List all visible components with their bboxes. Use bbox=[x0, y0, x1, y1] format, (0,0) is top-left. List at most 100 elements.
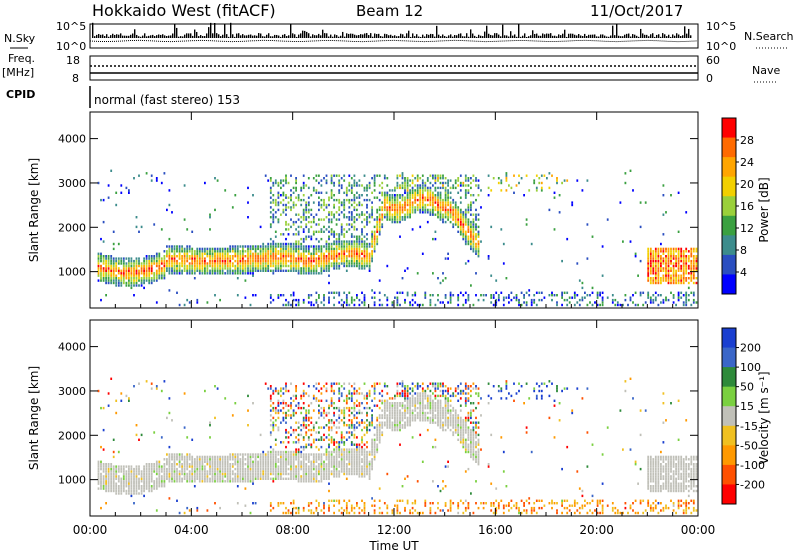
power-cell bbox=[292, 255, 295, 258]
power-cell bbox=[396, 206, 399, 209]
velocity-cell bbox=[209, 455, 211, 459]
nsky-bar bbox=[178, 36, 180, 38]
nsky-bar bbox=[674, 35, 676, 38]
power-cell bbox=[634, 255, 637, 258]
power-cell bbox=[687, 286, 690, 290]
power-cell bbox=[112, 279, 115, 282]
power-cell bbox=[244, 296, 247, 299]
velocity-cell bbox=[107, 482, 110, 485]
power-cell bbox=[475, 247, 477, 251]
power-cell bbox=[297, 264, 300, 268]
power-cell bbox=[649, 255, 652, 258]
power-cell bbox=[287, 242, 290, 246]
velocity-cell bbox=[340, 433, 343, 437]
power-cell bbox=[381, 223, 384, 226]
power-cell bbox=[236, 264, 239, 268]
velocity-cell bbox=[307, 438, 310, 441]
power-cell bbox=[396, 177, 399, 180]
power-cell bbox=[439, 181, 442, 185]
nsky-bar bbox=[344, 36, 346, 38]
velocity-cell bbox=[252, 467, 254, 471]
power-cell bbox=[566, 237, 569, 241]
velocity-cell bbox=[236, 480, 239, 483]
power-cell bbox=[133, 281, 135, 285]
power-cell bbox=[264, 269, 267, 272]
power-cell bbox=[196, 264, 199, 268]
power-cell bbox=[535, 303, 538, 307]
power-cell bbox=[429, 198, 432, 202]
power-cell bbox=[361, 220, 363, 224]
power-cell bbox=[467, 220, 470, 224]
velocity-cell bbox=[277, 404, 280, 407]
power-cell bbox=[409, 179, 411, 182]
power-cell bbox=[404, 186, 406, 190]
power-cell bbox=[107, 184, 110, 187]
power-cell bbox=[371, 213, 373, 216]
power-cell bbox=[277, 191, 280, 194]
velocity-cell bbox=[112, 472, 115, 476]
velocity-cell bbox=[236, 460, 239, 463]
power-cell bbox=[297, 269, 300, 272]
velocity-cell bbox=[247, 470, 249, 473]
power-cell bbox=[411, 196, 414, 199]
nsky-bar bbox=[572, 33, 574, 38]
power-cell bbox=[138, 174, 140, 177]
velocity-cell bbox=[307, 465, 310, 468]
velocity-cell bbox=[338, 421, 341, 424]
power-cell bbox=[231, 262, 234, 265]
velocity-cell bbox=[178, 480, 181, 483]
power-cell bbox=[437, 201, 439, 204]
power-cell bbox=[307, 235, 310, 238]
power-cell bbox=[176, 272, 178, 275]
velocity-cell bbox=[277, 399, 280, 402]
power-cell bbox=[434, 181, 437, 185]
power-cell bbox=[280, 242, 282, 246]
power-cell bbox=[122, 257, 125, 260]
power-cell bbox=[599, 294, 601, 297]
power-cell bbox=[690, 252, 693, 255]
power-cell bbox=[419, 189, 422, 192]
power-cell bbox=[305, 267, 308, 270]
velocity-cell bbox=[323, 385, 325, 388]
power-cell bbox=[345, 255, 348, 258]
power-cell bbox=[163, 264, 166, 268]
power-cell bbox=[318, 223, 320, 226]
velocity-cell bbox=[181, 467, 183, 471]
nsky-bar bbox=[602, 34, 604, 38]
velocity-cell bbox=[292, 477, 295, 480]
nsky-bar bbox=[184, 34, 186, 38]
power-cell bbox=[120, 191, 123, 194]
power-cell bbox=[323, 296, 325, 299]
power-cell bbox=[599, 303, 601, 307]
power-cell bbox=[153, 262, 156, 265]
power-cell bbox=[264, 264, 267, 268]
velocity-cell bbox=[269, 472, 272, 476]
velocity-cell bbox=[155, 470, 158, 473]
power-cell bbox=[282, 269, 285, 272]
power-cell bbox=[404, 177, 406, 180]
velocity-cell bbox=[107, 470, 110, 473]
power-cell bbox=[690, 255, 693, 258]
power-cell bbox=[649, 296, 652, 299]
power-cell bbox=[312, 303, 315, 307]
power-cell bbox=[551, 291, 553, 294]
power-cell bbox=[249, 245, 252, 248]
power-cell bbox=[540, 189, 543, 192]
velocity-cell bbox=[224, 470, 227, 473]
power-cell bbox=[168, 269, 171, 272]
velocity-cell bbox=[320, 392, 323, 395]
power-cell bbox=[300, 220, 303, 224]
velocity-cell bbox=[252, 463, 254, 466]
velocity-cell bbox=[348, 511, 351, 515]
velocity-cell bbox=[168, 397, 171, 400]
nsky-bar bbox=[370, 33, 372, 38]
power-cell bbox=[401, 172, 404, 175]
power-cell bbox=[97, 257, 100, 260]
power-cell bbox=[226, 247, 229, 251]
velocity-cell bbox=[115, 477, 118, 480]
velocity-cell bbox=[310, 475, 313, 478]
power-cell bbox=[209, 250, 211, 253]
velocity-cell bbox=[231, 472, 234, 476]
velocity-cell bbox=[150, 477, 153, 480]
